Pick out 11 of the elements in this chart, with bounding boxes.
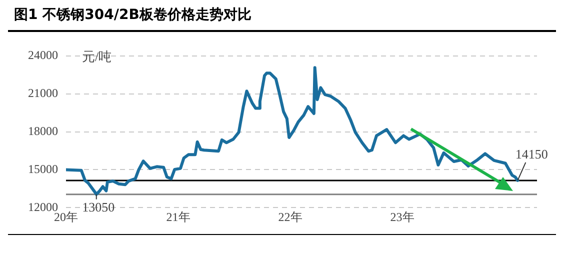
chart-title: 图1 不锈钢304/2B板卷价格走势对比 bbox=[14, 6, 252, 24]
x-tick-label: 21年 bbox=[166, 210, 190, 224]
annotation: 14150 bbox=[515, 146, 548, 162]
y-tick-label: 21000 bbox=[28, 86, 58, 100]
y-tick-label: 18000 bbox=[28, 124, 58, 138]
y-tick-label: 24000 bbox=[28, 48, 58, 62]
x-tick-label: 23年 bbox=[390, 210, 414, 224]
annotation: 13050 bbox=[82, 199, 115, 214]
y-axis-title: 元/吨 bbox=[82, 48, 112, 64]
y-tick-label: 15000 bbox=[28, 162, 58, 176]
x-tick-label: 22年 bbox=[278, 210, 302, 224]
